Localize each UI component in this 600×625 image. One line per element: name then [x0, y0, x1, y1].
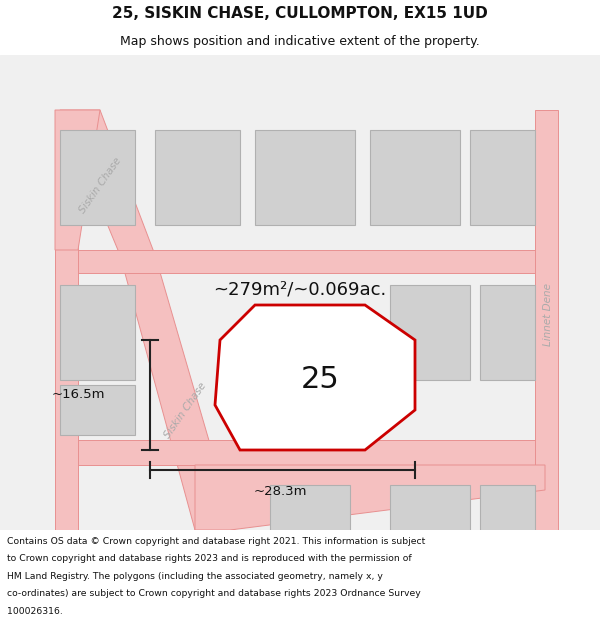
Polygon shape — [55, 440, 545, 465]
Bar — [270, 485, 350, 560]
Text: Siskin Chase: Siskin Chase — [162, 380, 208, 440]
Bar — [470, 130, 535, 225]
Bar — [370, 585, 450, 625]
Bar — [480, 285, 535, 380]
Bar — [480, 485, 535, 560]
Bar — [460, 585, 535, 625]
Text: ~279m²/~0.069ac.: ~279m²/~0.069ac. — [214, 281, 386, 299]
Polygon shape — [535, 110, 558, 530]
Text: Contains OS data © Crown copyright and database right 2021. This information is : Contains OS data © Crown copyright and d… — [7, 537, 425, 546]
Bar — [255, 130, 355, 225]
Polygon shape — [55, 110, 78, 530]
Bar — [370, 130, 460, 225]
Text: 100026316.: 100026316. — [7, 607, 63, 616]
Polygon shape — [195, 465, 545, 530]
Text: to Crown copyright and database rights 2023 and is reproduced with the permissio: to Crown copyright and database rights 2… — [7, 554, 412, 563]
Text: Map shows position and indicative extent of the property.: Map shows position and indicative extent… — [120, 35, 480, 48]
Polygon shape — [0, 55, 600, 530]
Polygon shape — [55, 250, 545, 273]
Bar — [390, 485, 470, 560]
Polygon shape — [60, 110, 155, 255]
Polygon shape — [55, 110, 100, 250]
Text: Linnet Dene: Linnet Dene — [543, 284, 553, 346]
Text: 25, SISKIN CHASE, CULLOMPTON, EX15 1UD: 25, SISKIN CHASE, CULLOMPTON, EX15 1UD — [112, 6, 488, 21]
Bar — [60, 285, 135, 380]
Bar — [60, 385, 135, 435]
Text: 25: 25 — [301, 366, 340, 394]
Polygon shape — [215, 305, 415, 450]
Text: co-ordinates) are subject to Crown copyright and database rights 2023 Ordnance S: co-ordinates) are subject to Crown copyr… — [7, 589, 421, 598]
Bar — [390, 285, 470, 380]
Bar — [60, 130, 135, 225]
Text: ~28.3m: ~28.3m — [253, 485, 307, 498]
Text: ~16.5m: ~16.5m — [52, 389, 105, 401]
Text: HM Land Registry. The polygons (including the associated geometry, namely x, y: HM Land Registry. The polygons (includin… — [7, 572, 383, 581]
Text: Siskin Chase: Siskin Chase — [77, 155, 123, 215]
Polygon shape — [120, 255, 235, 530]
Bar — [270, 585, 350, 625]
Bar — [155, 130, 240, 225]
